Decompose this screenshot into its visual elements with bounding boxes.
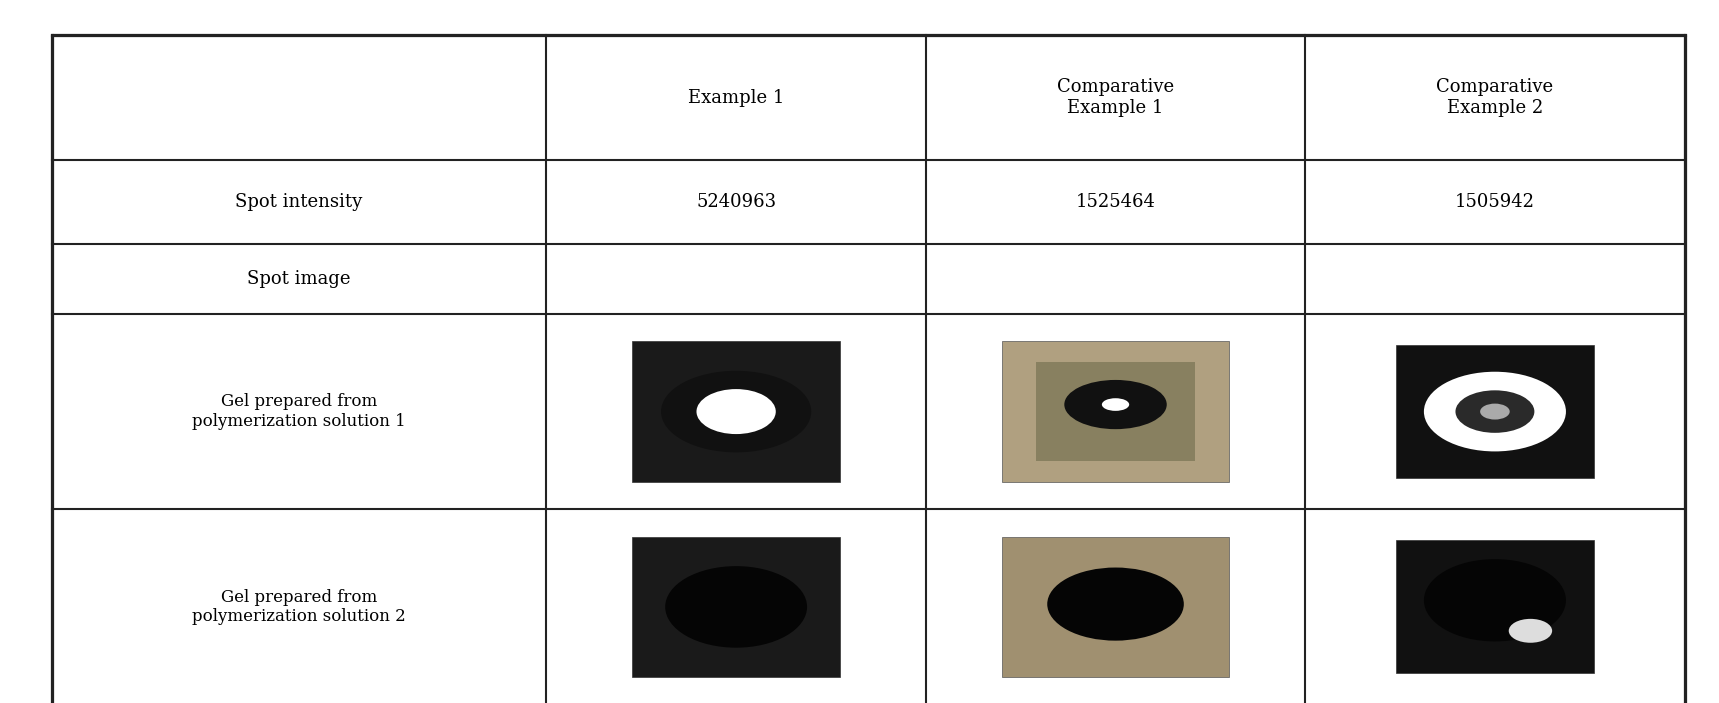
Ellipse shape — [1047, 567, 1184, 640]
Ellipse shape — [1456, 390, 1535, 433]
Text: Gel prepared from
polymerization solution 2: Gel prepared from polymerization solutio… — [193, 588, 406, 625]
Ellipse shape — [1423, 372, 1566, 451]
Text: Spot image: Spot image — [248, 270, 351, 288]
Bar — [633, 536, 841, 677]
Bar — [1396, 541, 1594, 673]
Bar — [1396, 345, 1594, 478]
Text: Gel prepared from
polymerization solution 1: Gel prepared from polymerization solutio… — [193, 393, 406, 430]
Text: Spot intensity: Spot intensity — [236, 193, 363, 212]
Text: 1525464: 1525464 — [1076, 193, 1155, 212]
Text: Comparative
Example 1: Comparative Example 1 — [1057, 78, 1174, 117]
Ellipse shape — [665, 566, 808, 647]
Text: 5240963: 5240963 — [696, 193, 777, 212]
Ellipse shape — [662, 370, 811, 452]
Ellipse shape — [1064, 380, 1167, 429]
Ellipse shape — [1509, 619, 1552, 643]
Text: Comparative
Example 2: Comparative Example 2 — [1437, 78, 1554, 117]
Ellipse shape — [1480, 404, 1509, 420]
Text: 1505942: 1505942 — [1454, 193, 1535, 212]
Ellipse shape — [1423, 559, 1566, 641]
Bar — [1037, 362, 1195, 460]
Bar — [1002, 536, 1229, 677]
Ellipse shape — [1102, 398, 1129, 411]
Text: Example 1: Example 1 — [688, 89, 784, 107]
Bar — [633, 341, 841, 482]
Bar — [1002, 341, 1229, 482]
Ellipse shape — [696, 389, 775, 434]
